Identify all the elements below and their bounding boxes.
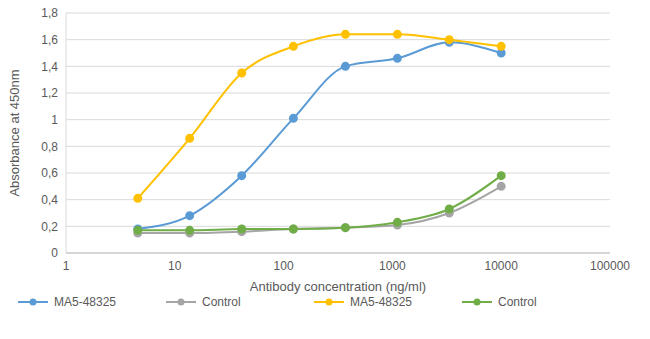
svg-text:Antibody concentration (ng/ml): Antibody concentration (ng/ml)	[250, 279, 426, 294]
svg-text:0,8: 0,8	[41, 140, 58, 154]
svg-text:1,4: 1,4	[41, 60, 58, 74]
svg-text:1: 1	[51, 113, 58, 127]
svg-text:100000: 100000	[590, 259, 630, 273]
svg-text:1: 1	[63, 259, 70, 273]
svg-text:Absorbance at 450nm: Absorbance at 450nm	[8, 69, 22, 196]
svg-text:10000: 10000	[485, 259, 519, 273]
svg-text:0,6: 0,6	[41, 166, 58, 180]
html-text:MA5-48325: MA5-48325	[350, 295, 412, 309]
svg-text:10: 10	[168, 259, 182, 273]
svg-text:100: 100	[274, 259, 294, 273]
svg-text:1,6: 1,6	[41, 33, 58, 47]
svg-text:1,2: 1,2	[41, 86, 58, 100]
html-text:MA5-48325: MA5-48325	[54, 295, 116, 309]
html-text:Control: Control	[202, 295, 241, 309]
svg-text:0,4: 0,4	[41, 193, 58, 207]
svg-text:1,8: 1,8	[41, 6, 58, 20]
svg-text:1000: 1000	[379, 259, 406, 273]
html-text:Control: Control	[498, 295, 537, 309]
svg-text:0: 0	[51, 246, 58, 260]
svg-text:0,2: 0,2	[41, 220, 58, 234]
